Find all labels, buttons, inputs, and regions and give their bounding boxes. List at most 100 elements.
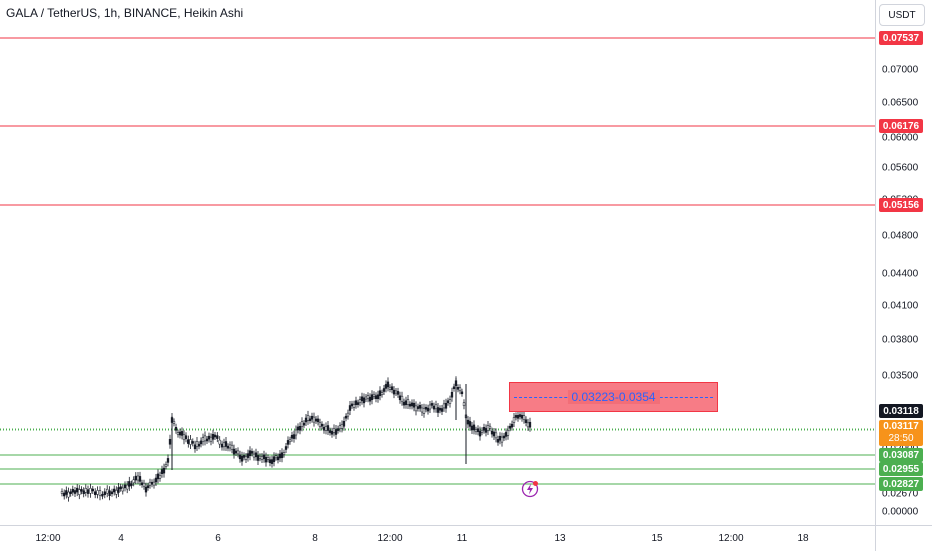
price-tag-last: 0.03118 (879, 404, 923, 418)
time-tick-label: 8 (312, 533, 318, 544)
candle-body (203, 435, 207, 442)
zone-label: 0.03223-0.0354 (567, 390, 660, 404)
candle-body (448, 399, 452, 404)
candle-body (73, 490, 77, 494)
candle-body (388, 387, 392, 390)
candle-body (384, 384, 388, 389)
candle-body (312, 416, 316, 423)
candle-body (500, 436, 504, 443)
candle-body (288, 439, 292, 443)
time-axis[interactable]: 12:00 4 6 8 12:00 11 13 15 12:00 18 (0, 525, 875, 551)
candle-body (191, 441, 194, 444)
candle-body (396, 391, 400, 395)
candle-body (508, 425, 512, 429)
chart-area[interactable]: GALA / TetherUS, 1h, BINANCE, Heikin Ash… (0, 0, 875, 525)
candle-body (197, 443, 201, 447)
candle-body (278, 453, 282, 459)
candle-body (232, 448, 236, 455)
candle-body (326, 425, 330, 431)
candle-body (69, 491, 72, 494)
bar-countdown: 28:50 (888, 433, 914, 444)
candle-body (336, 428, 340, 431)
candle-body (284, 446, 288, 450)
candle-body (510, 423, 514, 428)
candle-body (476, 428, 480, 432)
candle-body (350, 403, 354, 407)
candle-body (119, 486, 122, 489)
candle-body (152, 481, 156, 486)
candle-body (91, 488, 94, 492)
candle-body (310, 415, 314, 420)
candle-body (290, 434, 294, 439)
candle-body (522, 415, 526, 420)
candle-body (456, 387, 460, 390)
price-tag-resistance: 0.07537 (879, 31, 923, 45)
candle-body (126, 484, 129, 490)
candle-body (466, 419, 470, 425)
candle-body (458, 387, 462, 392)
candle-body (294, 429, 298, 436)
price-tag-countdown: 0.03117 28:50 (879, 420, 923, 446)
target-zone[interactable]: 0.03223-0.0354 (509, 382, 718, 412)
candle-body (528, 421, 532, 428)
currency-button[interactable]: USDT (879, 4, 925, 26)
candle-body (256, 455, 260, 461)
candle-body (187, 439, 190, 444)
time-tick-label: 6 (215, 533, 221, 544)
candle-body (506, 430, 510, 436)
candle-body (270, 459, 274, 464)
candle-body (264, 456, 268, 463)
price-tick-label: 0.03800 (882, 334, 919, 346)
candle-body (71, 488, 74, 493)
candle-body (76, 487, 79, 493)
candle-body (400, 395, 404, 402)
axis-corner (875, 525, 932, 551)
candle-body (432, 405, 436, 410)
candle-body (480, 429, 484, 433)
candle-body (258, 455, 262, 459)
candle-body (180, 431, 184, 436)
candle-body (209, 436, 213, 442)
candle-body (106, 488, 109, 494)
candle-body (410, 402, 414, 407)
price-tag-support: 0.02955 (879, 462, 923, 476)
candle-body (158, 475, 162, 479)
candle-body (304, 417, 308, 423)
candle-body (286, 440, 290, 445)
candle-body (138, 476, 142, 482)
candle-body (428, 404, 432, 410)
candle-body (67, 491, 70, 498)
price-axis[interactable]: 0.070000.065000.060000.056000.052000.048… (875, 0, 932, 525)
candle-body (236, 450, 240, 455)
candle-body (280, 452, 284, 458)
time-tick-label: 12:00 (718, 533, 744, 544)
candle-body (444, 403, 448, 409)
time-tick-label: 15 (651, 533, 663, 544)
candle-body (368, 396, 372, 402)
candle-body (78, 489, 81, 495)
candle-body (416, 406, 420, 409)
candle-body (266, 457, 270, 460)
candle-body (268, 459, 272, 463)
candle-body (378, 390, 382, 396)
candle-body (252, 453, 256, 458)
candle-body (113, 488, 116, 493)
candle-body (117, 487, 120, 493)
candle-body (344, 415, 348, 419)
candle-body (422, 408, 426, 414)
candle-body (472, 424, 476, 431)
price-tick-label: 0.04800 (882, 230, 919, 242)
candle-body (436, 407, 440, 413)
price-tick-label: 0.06500 (882, 97, 919, 109)
candle-body (308, 418, 312, 422)
time-tick-label: 13 (554, 533, 566, 544)
price-chart[interactable] (0, 0, 875, 525)
lightning-icon[interactable] (521, 480, 539, 498)
candle-body (136, 475, 140, 481)
candle-body (150, 481, 154, 485)
candle-body (356, 402, 360, 405)
candle-body (516, 415, 520, 419)
candle-body (322, 427, 326, 431)
candle-body (332, 428, 336, 433)
candle-body (342, 421, 346, 427)
